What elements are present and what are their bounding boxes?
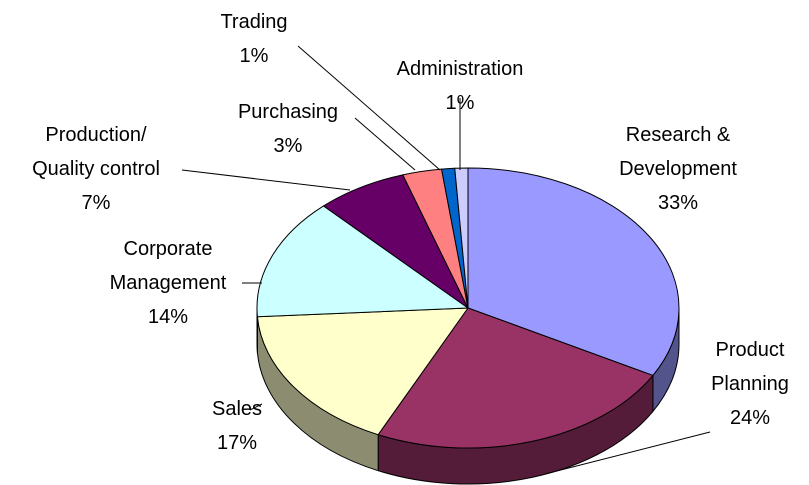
leader-line xyxy=(354,117,416,171)
category-name: Sales xyxy=(211,398,263,420)
slice-label: Administration 1% xyxy=(397,52,524,120)
category-name: Trading xyxy=(220,11,288,33)
leader-line xyxy=(249,403,263,411)
slice-label: Corporate Management 14% xyxy=(110,232,227,334)
slice-label: Production/ Quality control 7% xyxy=(32,118,160,220)
slice-label: Product Planning 24% xyxy=(711,333,789,435)
slice-label: Research & Development 33% xyxy=(619,118,737,220)
slice xyxy=(256,307,469,436)
category-name: Product Planning xyxy=(711,339,789,395)
leader-line xyxy=(297,45,441,171)
category-name: Administration xyxy=(396,58,524,80)
category-name: Purchasing xyxy=(237,101,339,123)
leader-line xyxy=(181,169,351,191)
slice-label: Purchasing 3% xyxy=(238,95,338,163)
slice xyxy=(467,167,680,377)
category-name: Research & Development xyxy=(619,124,737,180)
value-label: 14% xyxy=(147,306,189,328)
value-label: 7% xyxy=(81,192,111,214)
slice-label: Sales 17% xyxy=(212,392,262,460)
leader-line xyxy=(544,431,711,475)
slice xyxy=(454,167,469,309)
category-name: Corporate Management xyxy=(109,238,227,294)
slice xyxy=(256,205,470,318)
value-label: 1% xyxy=(239,45,269,67)
value-label: 1% xyxy=(445,92,475,114)
slice xyxy=(377,307,654,449)
value-label: 24% xyxy=(729,407,771,429)
value-label: 3% xyxy=(273,135,303,157)
value-label: 17% xyxy=(216,432,258,454)
slice-label: Trading 1% xyxy=(220,5,287,73)
category-name: Production/ Quality control xyxy=(32,124,160,180)
value-label: 33% xyxy=(657,192,699,214)
